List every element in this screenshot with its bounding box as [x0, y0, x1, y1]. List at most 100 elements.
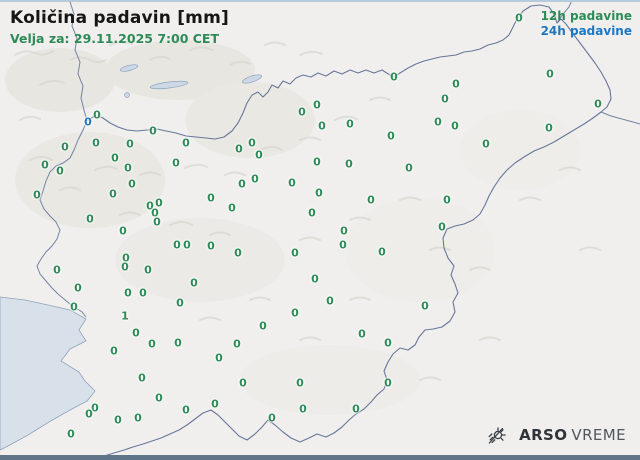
station-value: 0: [251, 172, 259, 186]
station-value: 0: [545, 121, 553, 135]
station-value: 0: [384, 336, 392, 350]
border-hungary-croatia: [600, 111, 640, 125]
station-value: 0: [239, 376, 247, 390]
station-value: 0: [207, 191, 215, 205]
station-value: 0: [358, 327, 366, 341]
station-value: 0: [53, 263, 61, 277]
station-value: 0: [173, 238, 181, 252]
station-value: 0: [74, 281, 82, 295]
logo-wordmark: ARSO VREME: [519, 426, 626, 444]
station-value: 0: [367, 193, 375, 207]
station-value: 0: [119, 224, 127, 238]
station-value: 0: [291, 306, 299, 320]
station-value: 0: [308, 206, 316, 220]
logo-vreme: VREME: [571, 426, 626, 444]
border-austria-hungary: [556, 0, 573, 24]
station-value: 0: [313, 155, 321, 169]
neighbour-borders: [36, 0, 640, 318]
station-value: 0: [291, 246, 299, 260]
station-value: 0: [122, 251, 130, 265]
station-value: 0: [151, 206, 159, 220]
station-value: 0: [405, 161, 413, 175]
station-value: 0: [238, 177, 246, 191]
valid-time-label: Velja za: 29.11.2025 7:00 CET: [10, 31, 219, 46]
station-value: 0: [41, 158, 49, 172]
station-value: 0: [288, 176, 296, 190]
station-value: 0: [340, 224, 348, 238]
station-value: 0: [124, 161, 132, 175]
station-value: 0: [515, 11, 523, 25]
station-value: 0: [441, 92, 449, 106]
station-value: 0: [139, 286, 147, 300]
station-value: 0: [56, 164, 64, 178]
station-value: 0: [268, 411, 276, 425]
station-value: 0: [299, 402, 307, 416]
station-value: 0: [311, 272, 319, 286]
station-value: 0: [546, 67, 554, 81]
station-value: 0: [390, 70, 398, 84]
legend-item-12h-padavine[interactable]: 12h padavine: [540, 9, 632, 23]
station-value: 0: [84, 115, 92, 129]
station-value: 0: [326, 294, 334, 308]
lake-bled: [124, 92, 130, 98]
station-value: 0: [183, 238, 191, 252]
station-value: 0: [482, 137, 490, 151]
station-value: 0: [234, 246, 242, 260]
legend-item-24h-padavine[interactable]: 24h padavine: [540, 24, 632, 38]
sun-weather-icon: [488, 427, 506, 444]
station-value: 0: [438, 220, 446, 234]
station-value: 0: [339, 238, 347, 252]
station-value: 0: [92, 136, 100, 150]
station-value: 0: [346, 117, 354, 131]
station-value: 0: [153, 215, 161, 229]
station-value: 0: [109, 187, 117, 201]
station-value: 0: [384, 376, 392, 390]
station-value: 0: [126, 137, 134, 151]
station-value: 0: [155, 391, 163, 405]
station-value: 0: [128, 177, 136, 191]
station-value: 0: [296, 376, 304, 390]
station-value: 0: [182, 403, 190, 417]
station-value: 0: [207, 239, 215, 253]
station-value: 0: [110, 344, 118, 358]
station-value: 0: [315, 186, 323, 200]
legend: 12h padavine 24h padavine: [541, 9, 632, 39]
station-value: 0: [248, 136, 256, 150]
station-value: 0: [121, 260, 129, 274]
border-italy-austria: [68, 0, 88, 122]
lakes: [119, 64, 262, 98]
station-value: 0: [352, 402, 360, 416]
station-value: 0: [138, 371, 146, 385]
station-value: 0: [259, 319, 267, 333]
station-value: 0: [85, 407, 93, 421]
station-value: 1: [121, 309, 129, 323]
station-value: 0: [146, 199, 154, 213]
station-value: 0: [132, 326, 140, 340]
station-value: 0: [233, 337, 241, 351]
terrain-shading: [5, 40, 580, 415]
station-value: 0: [211, 397, 219, 411]
station-value: 0: [451, 119, 459, 133]
logo-arso: ARSO: [519, 426, 568, 444]
station-value: 0: [155, 196, 163, 210]
bottom-bar: [0, 455, 640, 460]
station-value: 0: [182, 136, 190, 150]
station-value: 0: [594, 97, 602, 111]
map-header: Količina padavin [mm] Velja za: 29.11.20…: [10, 8, 229, 46]
station-value: 0: [70, 300, 78, 314]
station-value: 0: [387, 129, 395, 143]
station-value: 0: [149, 124, 157, 138]
station-value: 0: [144, 263, 152, 277]
station-value: 0: [91, 401, 99, 415]
station-value: 0: [421, 299, 429, 313]
station-value: 0: [67, 427, 75, 441]
station-value: 0: [111, 151, 119, 165]
top-border-line: [0, 0, 640, 2]
station-value: 0: [124, 286, 132, 300]
station-value: 0: [174, 336, 182, 350]
station-value: 0: [86, 212, 94, 226]
station-value: 0: [134, 411, 142, 425]
station-value: 0: [190, 276, 198, 290]
